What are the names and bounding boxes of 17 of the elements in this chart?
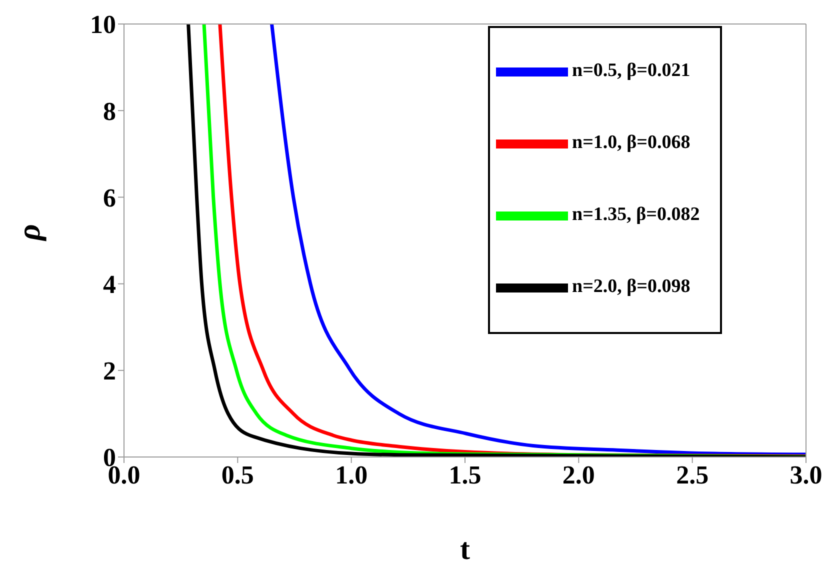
y-tick-label: 6 bbox=[103, 183, 116, 212]
x-axis-title: t bbox=[460, 533, 470, 566]
y-tick-label: 2 bbox=[103, 356, 116, 386]
x-tick-label: 0.5 bbox=[221, 460, 254, 490]
legend-label: n=1.35, β=0.082 bbox=[572, 204, 700, 225]
x-tick-label: 2.0 bbox=[562, 460, 595, 490]
legend-label: n=2.0, β=0.098 bbox=[572, 276, 690, 297]
x-tick-label: 1.5 bbox=[448, 460, 482, 490]
legend-label: n=0.5, β=0.021 bbox=[572, 60, 690, 81]
x-tick-label: 1.0 bbox=[335, 460, 368, 490]
y-axis-title: ρ bbox=[10, 224, 46, 242]
x-tick-label: 3.0 bbox=[790, 460, 822, 490]
y-tick-label: 10 bbox=[90, 10, 116, 40]
x-tick-label: 2.5 bbox=[676, 460, 709, 490]
y-tick-label: 4 bbox=[103, 270, 116, 300]
y-tick-label: 8 bbox=[103, 96, 116, 126]
legend-label: n=1.0, β=0.068 bbox=[572, 132, 690, 153]
